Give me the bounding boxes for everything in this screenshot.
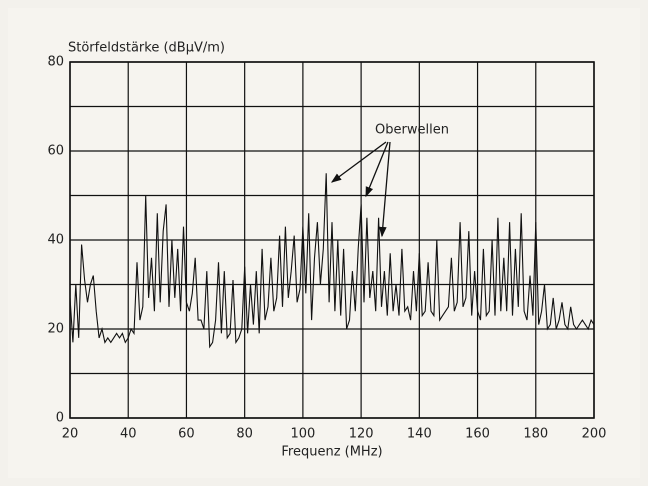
x-tick-label: 120	[349, 427, 374, 442]
x-tick-label: 100	[290, 427, 315, 442]
x-tick-label: 200	[582, 427, 607, 442]
annotation: Oberwellen	[375, 123, 449, 138]
y-tick-label: 20	[47, 322, 64, 337]
x-tick-label: 140	[407, 427, 432, 442]
x-tick-label: 160	[465, 427, 490, 442]
y-tick-label: 40	[47, 233, 64, 248]
y-tick-label: 80	[47, 55, 64, 70]
x-tick-label: 40	[120, 427, 137, 442]
y-tick-label: 60	[47, 144, 64, 159]
x-tick-label: 80	[236, 427, 253, 442]
spectrum-line	[69, 173, 595, 349]
y-axis-label: Störfeldstärke (dBµV/m)	[68, 41, 225, 56]
x-tick-label: 20	[62, 427, 79, 442]
x-tick-label: 180	[523, 427, 548, 442]
y-tick-label: 0	[56, 411, 64, 426]
x-axis-label: Frequenz (MHz)	[281, 445, 382, 460]
x-tick-label: 60	[178, 427, 195, 442]
